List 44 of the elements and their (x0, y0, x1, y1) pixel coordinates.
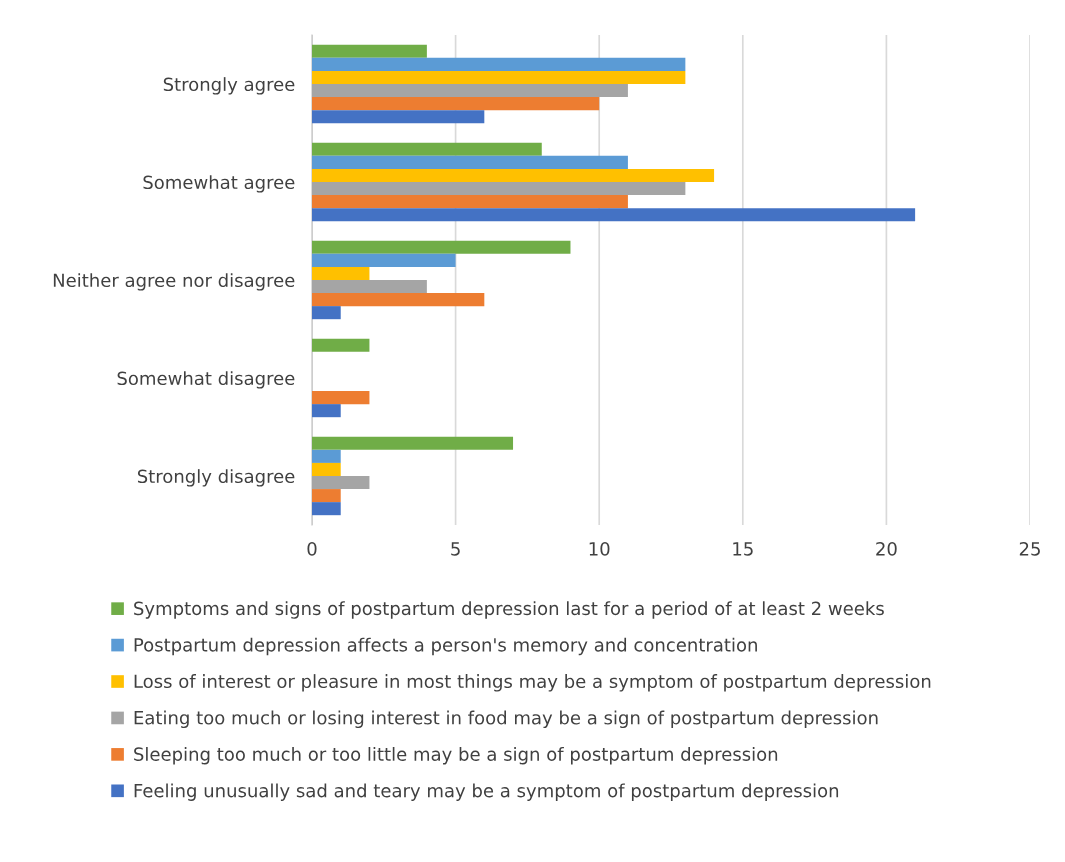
bar (312, 489, 341, 503)
y-tick-label: Somewhat disagree (117, 371, 295, 389)
x-tick-label: 0 (307, 541, 317, 556)
x-tick-label: 20 (876, 541, 897, 556)
bar (312, 338, 370, 352)
bar (312, 195, 628, 209)
x-tick-label: 10 (589, 541, 610, 556)
bar (312, 436, 514, 450)
bar (312, 449, 341, 463)
bar (312, 168, 715, 182)
bar (312, 155, 628, 169)
legend-label: Loss of interest or pleasure in most things may be a symptom of postpartum depression (134, 674, 931, 692)
x-tick-label: 5 (451, 542, 460, 556)
bar (312, 110, 485, 124)
bar (312, 476, 370, 490)
bar (312, 182, 686, 196)
bar (312, 266, 370, 280)
legend-label: Feeling unusually sad and teary may be a symptom of postpartum depression (134, 783, 839, 801)
x-tick-label: 25 (1019, 541, 1040, 556)
bar (312, 462, 341, 476)
bar (312, 142, 542, 156)
bar (312, 84, 628, 98)
bar (312, 240, 571, 254)
legend-label: Sleeping too much or too little may be a sign of postpartum depression (134, 746, 778, 765)
y-tick-label: Neither agree nor disagree (53, 273, 295, 291)
bar (312, 280, 427, 294)
bar (312, 57, 686, 71)
y-tick-label: Strongly agree (163, 77, 295, 95)
bar (312, 306, 341, 320)
bar (312, 208, 916, 222)
x-tick-label: 15 (733, 542, 753, 556)
bar (312, 391, 370, 405)
y-tick-label: Strongly disagree (137, 469, 295, 487)
legend-label: Symptoms and signs of postpartum depression last for a period of at least 2 weeks (134, 601, 884, 619)
y-tick-label: Somewhat agree (143, 175, 295, 193)
bar (312, 293, 485, 307)
legend-label: Eating too much or losing interest in food may be a sign of postpartum depression (134, 710, 878, 729)
bar (312, 502, 341, 516)
bar (312, 44, 427, 58)
bar (312, 253, 456, 267)
bar (312, 70, 686, 84)
bar (312, 97, 600, 111)
bar (312, 404, 341, 418)
legend-label: Postpartum depression affects a person's memory and concentration (134, 637, 757, 656)
